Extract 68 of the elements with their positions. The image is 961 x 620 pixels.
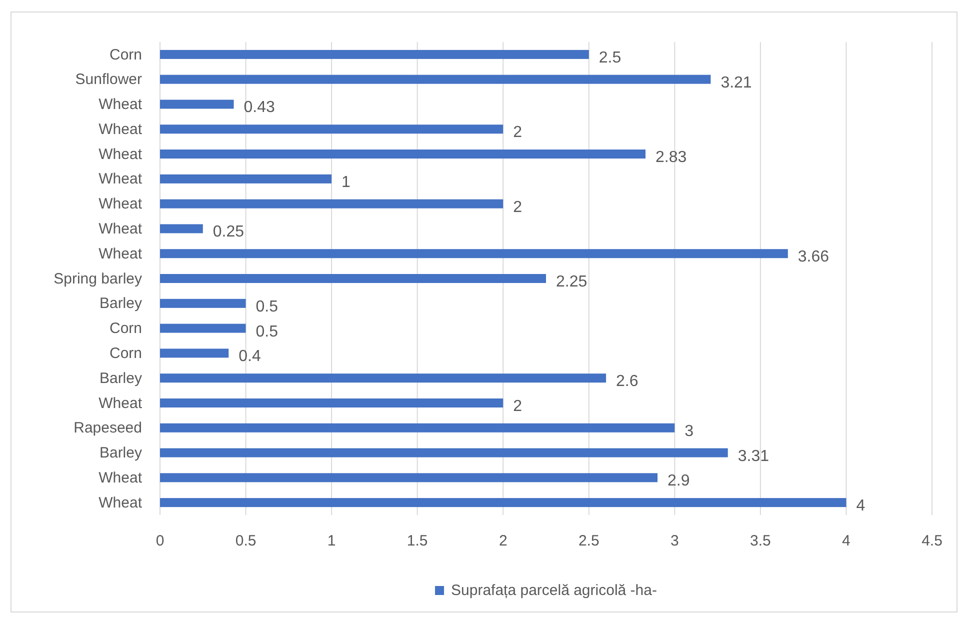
y-tick-label: Rapeseed (74, 420, 142, 437)
y-tick-label: Wheat (98, 196, 143, 213)
y-tick-label: Spring barley (54, 270, 142, 288)
legend-label: Suprafața parcelă agricolă -ha- (451, 582, 657, 599)
data-label: 2.9 (668, 472, 690, 490)
data-label: 2 (513, 198, 522, 216)
data-label: 2.83 (656, 149, 687, 166)
y-tick-label: Barley (99, 295, 142, 312)
bar (160, 274, 546, 283)
bar (160, 348, 229, 358)
data-label: 3 (684, 422, 694, 440)
x-tick-label: 3 (670, 532, 679, 550)
y-tick-label: Wheat (98, 394, 143, 412)
bar (160, 74, 711, 84)
x-tick-label: 3.5 (750, 532, 771, 550)
data-label: 2 (513, 398, 522, 415)
data-label: 2 (513, 124, 522, 142)
data-label: 0.43 (244, 99, 276, 116)
bar (160, 150, 646, 159)
x-tick-label: 2 (498, 532, 508, 550)
bar (160, 224, 203, 234)
data-label: 3.66 (798, 248, 830, 266)
bar (160, 324, 246, 333)
data-label: 2.25 (556, 274, 588, 290)
bar (160, 448, 728, 458)
bar (160, 398, 504, 408)
bar (160, 298, 246, 308)
bar (160, 473, 658, 482)
y-tick-label: Wheat (98, 146, 143, 163)
bar (160, 199, 504, 208)
data-label: 3.21 (720, 74, 752, 92)
y-tick-label: Wheat (98, 245, 143, 262)
x-tick-label: 1 (327, 532, 336, 550)
data-label: 0.5 (256, 298, 278, 316)
y-tick-label: Wheat (98, 120, 143, 138)
data-label: 3.31 (738, 448, 770, 465)
y-tick-label: Corn (109, 344, 142, 362)
y-tick-label: Barley (99, 370, 142, 387)
y-tick-label: Wheat (98, 220, 143, 238)
data-label: 2.6 (616, 373, 638, 390)
data-label: 2.5 (598, 49, 622, 66)
bar (160, 50, 589, 59)
y-tick-label: Wheat (98, 469, 143, 486)
x-tick-label: 2.5 (578, 532, 600, 550)
data-label: 1 (342, 174, 351, 191)
data-label: 0.5 (256, 323, 278, 340)
x-tick-label: 0 (156, 532, 164, 550)
bar (160, 498, 846, 508)
y-tick-label: Barley (99, 444, 142, 462)
y-tick-label: Sunflower (75, 71, 142, 88)
bar (160, 374, 606, 383)
bar (160, 124, 504, 134)
y-tick-label: Corn (109, 320, 142, 338)
y-tick-label: Wheat (98, 170, 143, 188)
x-tick-label: 4.5 (922, 532, 942, 550)
y-tick-label: Wheat (98, 96, 143, 114)
bar (160, 174, 332, 184)
data-label: 0.25 (212, 224, 244, 241)
data-label: 4 (856, 498, 866, 515)
y-tick-label: Corn (109, 46, 142, 64)
x-tick-label: 0.5 (235, 532, 256, 550)
y-tick-label: Wheat (98, 494, 143, 512)
bar (160, 423, 675, 432)
x-tick-label: 1.5 (406, 532, 428, 550)
bar (160, 249, 788, 258)
data-label: 0.4 (238, 348, 261, 366)
bar (160, 100, 234, 109)
x-tick-label: 4 (842, 532, 850, 550)
